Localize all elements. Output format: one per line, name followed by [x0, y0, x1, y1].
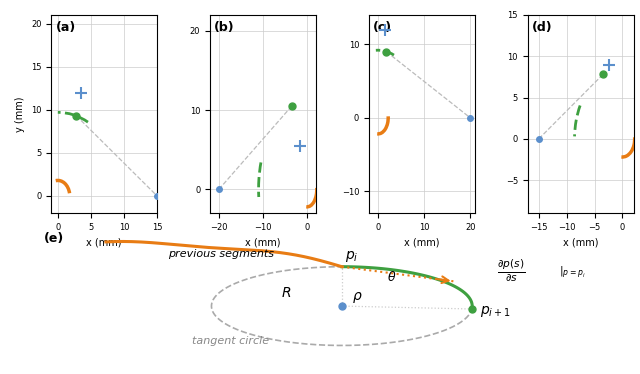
Text: $\theta$: $\theta$ [387, 270, 396, 284]
X-axis label: x (mm): x (mm) [86, 237, 122, 248]
Text: tangent circle: tangent circle [191, 336, 269, 346]
Y-axis label: y (mm): y (mm) [15, 96, 26, 132]
Text: $\frac{\partial p(s)}{\partial s}$: $\frac{\partial p(s)}{\partial s}$ [497, 258, 525, 284]
Text: $R$: $R$ [281, 286, 291, 300]
Text: (a): (a) [56, 21, 76, 34]
Text: (c): (c) [373, 21, 392, 34]
X-axis label: x (mm): x (mm) [404, 237, 440, 248]
Text: $\rho$: $\rho$ [352, 290, 363, 305]
Text: $p_{i+1}$: $p_{i+1}$ [479, 304, 510, 319]
Text: $|_{p=p_i}$: $|_{p=p_i}$ [559, 265, 586, 282]
X-axis label: x (mm): x (mm) [563, 237, 598, 248]
Text: (b): (b) [214, 21, 235, 34]
Text: (d): (d) [532, 21, 552, 34]
Text: $p_i$: $p_i$ [345, 249, 358, 264]
X-axis label: x (mm): x (mm) [245, 237, 281, 248]
Text: (e): (e) [44, 232, 64, 245]
Text: previous segments: previous segments [168, 249, 274, 258]
